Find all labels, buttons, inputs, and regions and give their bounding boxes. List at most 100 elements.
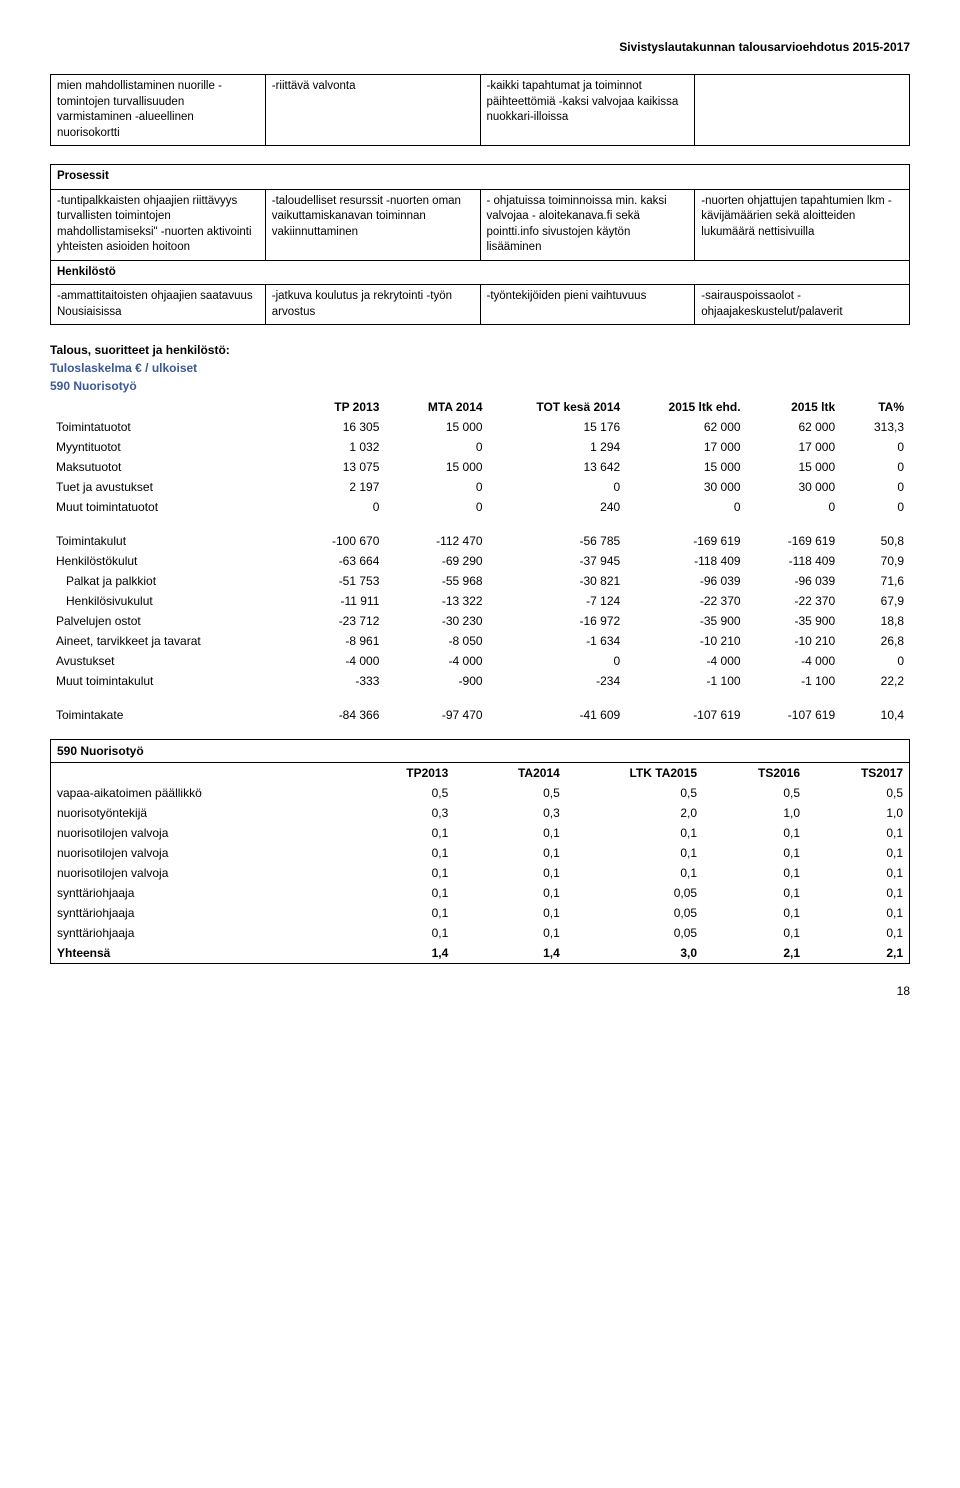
table-row: vapaa-aikatoimen päällikkö0,50,50,50,50,… <box>51 783 909 803</box>
table-cell: -333 <box>291 671 386 691</box>
table-cell: Tuet ja avustukset <box>50 477 291 497</box>
table-cell: Toimintakulut <box>50 531 291 551</box>
table-row: nuorisotyöntekijä0,30,32,01,01,0 <box>51 803 909 823</box>
table-cell: -30 821 <box>489 571 627 591</box>
table-cell: 0 <box>841 457 910 477</box>
table-cell: 0,1 <box>703 843 806 863</box>
table-cell: 0 <box>291 497 386 517</box>
grid-continuation: mien mahdollistaminen nuorille -tomintoj… <box>50 74 910 146</box>
table-row: synttäriohjaaja0,10,10,050,10,1 <box>51 903 909 923</box>
table-row: Toimintakate-84 366-97 470-41 609-107 61… <box>50 705 910 725</box>
table-cell: -22 370 <box>626 591 746 611</box>
table-cell: 0,1 <box>343 843 455 863</box>
table-cell: Henkilösivukulut <box>50 591 291 611</box>
table-cell: 30 000 <box>626 477 746 497</box>
table-cell: 22,2 <box>841 671 910 691</box>
table-cell: -100 670 <box>291 531 386 551</box>
table-cell: -35 900 <box>626 611 746 631</box>
table-cell: 0,1 <box>454 903 566 923</box>
table-cell: 0,1 <box>806 863 909 883</box>
table-row: nuorisotilojen valvoja0,10,10,10,10,1 <box>51 843 909 863</box>
table-cell: Muut toimintatuotot <box>50 497 291 517</box>
table-cell: -35 900 <box>747 611 842 631</box>
table-cell: 0 <box>489 651 627 671</box>
table-cell: 0,5 <box>566 783 703 803</box>
table-cell: -8 050 <box>385 631 488 651</box>
grid1-c3 <box>695 75 910 146</box>
table-cell: 0,05 <box>566 923 703 943</box>
table-cell: 15 000 <box>747 457 842 477</box>
table-cell: -10 210 <box>747 631 842 651</box>
table-cell: 0,1 <box>454 863 566 883</box>
table-row: Henkilöstökulut-63 664-69 290-37 945-118… <box>50 551 910 571</box>
grid1-row: mien mahdollistaminen nuorille -tomintoj… <box>51 75 910 146</box>
table-cell: -84 366 <box>291 705 386 725</box>
table-cell: -169 619 <box>747 531 842 551</box>
table-cell: -10 210 <box>626 631 746 651</box>
section-prosessit: Prosessit <box>51 165 910 190</box>
table-cell: 70,9 <box>841 551 910 571</box>
table-cell: -96 039 <box>626 571 746 591</box>
table-cell: 0 <box>841 497 910 517</box>
table-cell: 0,5 <box>806 783 909 803</box>
table-cell: Toimintakate <box>50 705 291 725</box>
table-cell: 0,1 <box>806 883 909 903</box>
table-cell: -1 100 <box>747 671 842 691</box>
table-row: nuorisotilojen valvoja0,10,10,10,10,1 <box>51 823 909 843</box>
table-cell: -169 619 <box>626 531 746 551</box>
table-cell: 1,0 <box>806 803 909 823</box>
table-cell: synttäriohjaaja <box>51 883 343 903</box>
table-cell: -4 000 <box>291 651 386 671</box>
table-cell: 50,8 <box>841 531 910 551</box>
table-cell: 1 294 <box>489 437 627 457</box>
table-cell: -41 609 <box>489 705 627 725</box>
table-cell: 0 <box>841 477 910 497</box>
table-cell: 0,05 <box>566 903 703 923</box>
table-cell: 17 000 <box>747 437 842 457</box>
table-cell: 0,1 <box>703 903 806 923</box>
table-cell: 0,5 <box>703 783 806 803</box>
table-cell: -97 470 <box>385 705 488 725</box>
table-cell: nuorisotyöntekijä <box>51 803 343 823</box>
table-row: Aineet, tarvikkeet ja tavarat-8 961-8 05… <box>50 631 910 651</box>
table-cell: 1,4 <box>454 943 566 963</box>
table-cell: -118 409 <box>626 551 746 571</box>
table-cell: 0 <box>841 437 910 457</box>
table-row: synttäriohjaaja0,10,10,050,10,1 <box>51 923 909 943</box>
section-henkilosto: Henkilöstö <box>51 260 910 285</box>
table-row: Tuet ja avustukset2 1970030 00030 0000 <box>50 477 910 497</box>
table-cell: -23 712 <box>291 611 386 631</box>
table-cell: 26,8 <box>841 631 910 651</box>
table-row: Avustukset-4 000-4 0000-4 000-4 0000 <box>50 651 910 671</box>
table-cell: vapaa-aikatoimen päällikkö <box>51 783 343 803</box>
tulos-title: Tuloslaskelma € / ulkoiset <box>50 361 910 375</box>
table-cell: 0,5 <box>454 783 566 803</box>
table-cell: 0,1 <box>806 823 909 843</box>
table-cell: -16 972 <box>489 611 627 631</box>
table-cell: 0 <box>385 437 488 457</box>
table-cell: 0,1 <box>806 843 909 863</box>
table-cell: -900 <box>385 671 488 691</box>
staff-box-title: 590 Nuorisotyö <box>51 740 909 763</box>
table-cell: 0,05 <box>566 883 703 903</box>
table-cell: 0 <box>747 497 842 517</box>
table-cell: 0,3 <box>454 803 566 823</box>
table-cell: 2,1 <box>806 943 909 963</box>
staff-header-row: TP2013 TA2014 LTK TA2015 TS2016 TS2017 <box>51 763 909 783</box>
table-row: Myyntituotot1 03201 29417 00017 0000 <box>50 437 910 457</box>
table-row: Palkat ja palkkiot-51 753-55 968-30 821-… <box>50 571 910 591</box>
table-cell: 1,4 <box>343 943 455 963</box>
table-cell: Maksutuotot <box>50 457 291 477</box>
henkilosto-row: -ammattitaitoisten ohjaajien saatavuus N… <box>51 285 910 325</box>
table-cell: 0,1 <box>343 883 455 903</box>
table-cell: Palkat ja palkkiot <box>50 571 291 591</box>
fin-header-row: TP 2013 MTA 2014 TOT kesä 2014 2015 ltk … <box>50 397 910 417</box>
grid1-c2: -kaikki tapahtumat ja toiminnot päihteet… <box>480 75 695 146</box>
table-row: nuorisotilojen valvoja0,10,10,10,10,1 <box>51 863 909 883</box>
table-cell: 0,1 <box>703 863 806 883</box>
grid1-c1: -riittävä valvonta <box>265 75 480 146</box>
table-cell: -13 322 <box>385 591 488 611</box>
table-cell: Avustukset <box>50 651 291 671</box>
table-cell: -1 634 <box>489 631 627 651</box>
table-row: Henkilösivukulut-11 911-13 322-7 124-22 … <box>50 591 910 611</box>
